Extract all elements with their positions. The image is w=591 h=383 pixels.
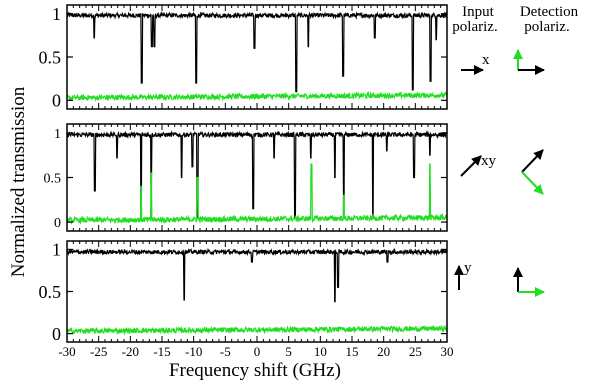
- x-tick-label: -10: [185, 344, 202, 359]
- y-tick-label: 1: [52, 4, 61, 24]
- detection-polarization-green-diagonal-arrow-icon: [521, 171, 544, 195]
- series-line-green-top: [67, 91, 447, 102]
- y-tick-label: 1: [54, 127, 61, 142]
- panel-top: 00.51: [39, 4, 448, 111]
- series-line-black-bottom: [67, 247, 447, 303]
- x-tick-label: -25: [90, 344, 107, 359]
- series-line-black-top: [67, 11, 447, 93]
- input-polarization-header-line2: polariz.: [452, 19, 497, 35]
- detection-polarization-black-diagonal-arrow-icon: [521, 149, 544, 173]
- input-polarization-label-x: x: [482, 52, 490, 68]
- detection-polarization-header-line2: polariz.: [524, 19, 569, 35]
- detection-polarization-header-line1: Detection: [520, 4, 579, 20]
- x-tick-label: 5: [285, 344, 292, 359]
- input-polarization-label-y: y: [464, 260, 472, 276]
- input-polarization-label-xy: xy: [481, 153, 497, 169]
- plot-frame-bottom: [66, 240, 448, 343]
- y-tick-label: 0: [54, 216, 61, 231]
- y-tick-label: 0.5: [44, 171, 62, 186]
- input-polarization-xy-arrow-icon: [460, 155, 482, 177]
- x-tick-label: 20: [377, 344, 390, 359]
- y-tick-label: 0.5: [39, 47, 62, 67]
- y-tick-label: 1: [52, 240, 61, 260]
- x-tick-label: -20: [122, 344, 139, 359]
- x-tick-label: 0: [254, 344, 261, 359]
- y-tick-label: 0: [52, 324, 61, 344]
- x-tick-label: -15: [153, 344, 170, 359]
- y-tick-label: 0.5: [39, 282, 62, 302]
- input-polarization-header-line1: Input: [462, 4, 494, 20]
- x-tick-label: 25: [409, 344, 422, 359]
- plot-frame-middle: [66, 123, 448, 232]
- x-tick-label: 10: [314, 344, 327, 359]
- x-tick-label: -30: [58, 344, 75, 359]
- y-axis-title: Normalized transmission: [8, 86, 29, 277]
- series-line-green-bottom: [67, 324, 447, 336]
- x-tick-label: -5: [220, 344, 231, 359]
- panel-bottom: 0 0.5 1 -30 -25 -20 -15 -10 -5 0 5 10 15 20 25 30: [39, 240, 454, 359]
- series-line-green-middle: [67, 163, 447, 226]
- series-line-black-middle: [67, 130, 447, 219]
- y-tick-label: 0: [52, 91, 61, 111]
- x-tick-label: 15: [346, 344, 359, 359]
- x-tick-label: 30: [441, 344, 454, 359]
- x-axis-title: Frequency shift (GHz): [169, 360, 341, 381]
- panel-middle: 00.51: [44, 123, 448, 232]
